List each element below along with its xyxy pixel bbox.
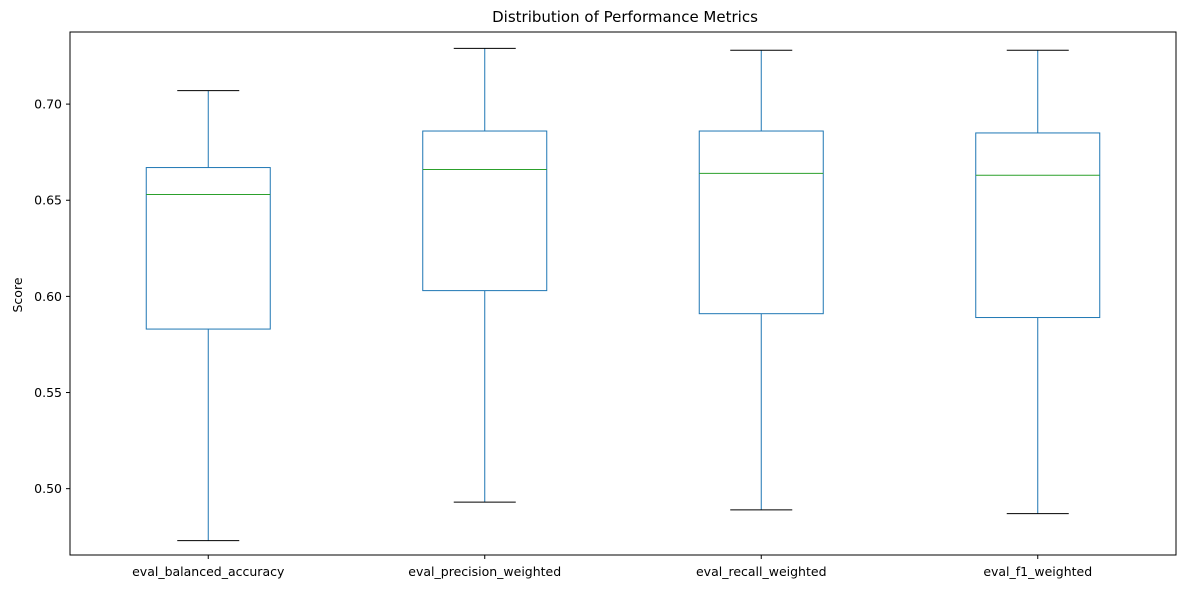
x-tick-label: eval_f1_weighted [983,564,1092,579]
plot-frame [69,31,1177,556]
box-iqr [422,130,548,292]
x-tick-label: eval_precision_weighted [408,564,561,579]
y-axis-label: Score [10,277,25,312]
x-tick-label: eval_balanced_accuracy [132,564,285,579]
box-iqr [145,167,271,330]
box-iqr [975,132,1101,319]
y-tick-label: 0.55 [34,385,62,400]
y-tick-label: 0.60 [34,289,62,304]
chart-title: Distribution of Performance Metrics [492,8,758,26]
box-iqr [698,130,824,315]
y-tick-label: 0.50 [34,481,62,496]
x-tick-label: eval_recall_weighted [696,564,827,579]
y-tick-label: 0.70 [34,97,62,112]
plot-area: 0.50 0.55 0.60 0.65 0.70 eval_balanced_accura… [34,47,1101,579]
y-tick-label: 0.65 [34,193,62,208]
